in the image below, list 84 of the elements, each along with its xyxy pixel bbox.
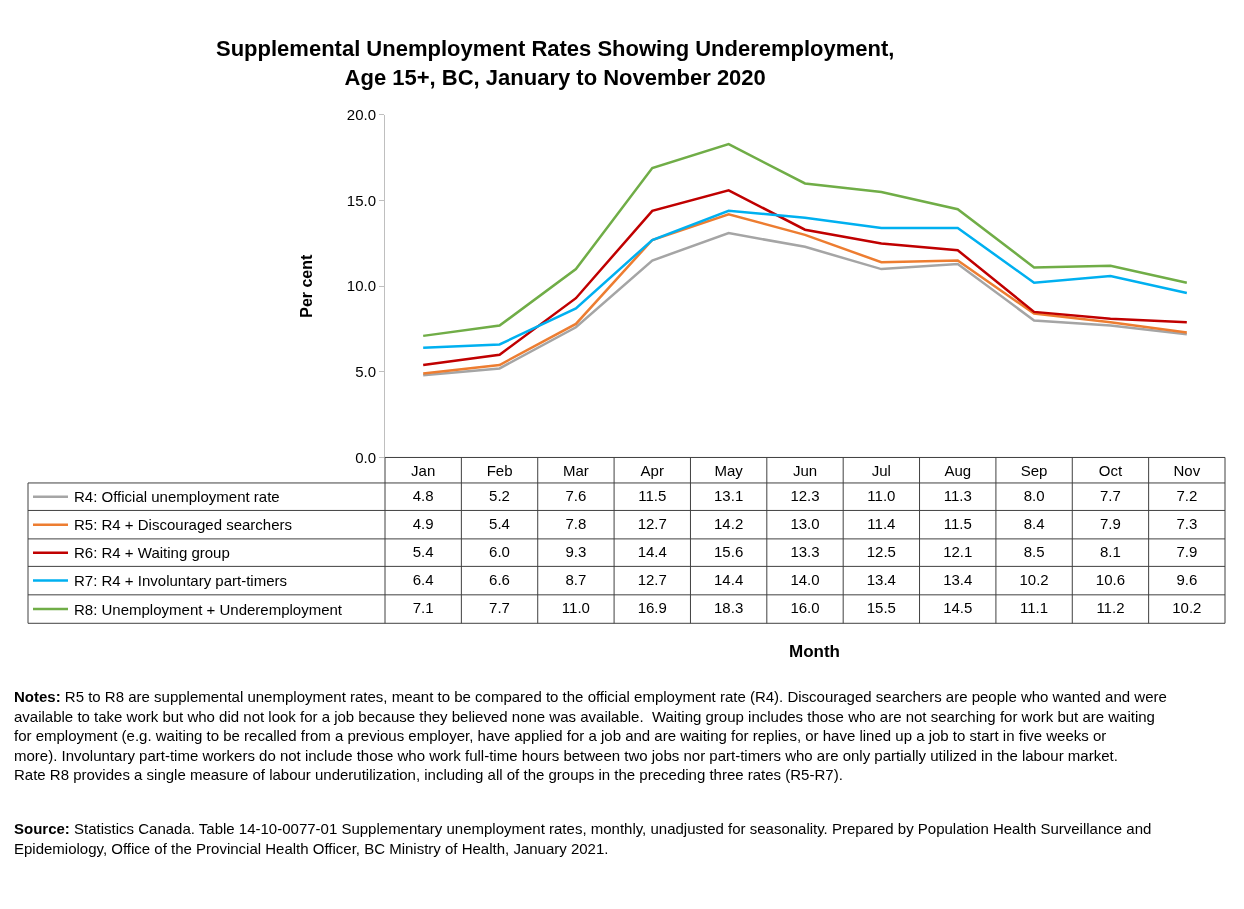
x-tick-label: Sep	[1020, 462, 1048, 480]
text: 5.2	[489, 486, 510, 504]
x-tick-label: Jul	[871, 462, 891, 480]
text: 12.3	[790, 486, 820, 504]
text: 9.3	[565, 542, 587, 560]
text: 13.4	[943, 570, 973, 588]
text: 12.5	[866, 542, 896, 560]
text: 7.9	[1176, 542, 1198, 560]
text: 9.6	[1176, 570, 1198, 588]
legend-label: R4: Official unemployment rate	[74, 488, 280, 505]
text: 8.0	[1023, 486, 1045, 504]
text: 15.5	[866, 599, 896, 617]
y-tick-label: 15.0	[346, 191, 376, 209]
legend-label: R8: Unemployment + Underemployment	[74, 601, 343, 618]
text: 6.6	[489, 570, 510, 588]
line-series	[421, 142, 1189, 338]
text: 12.7	[637, 514, 667, 532]
y-tick-label: 20.0	[346, 106, 376, 124]
text: 10.2	[1019, 570, 1049, 588]
text: 11.5	[943, 514, 972, 532]
x-tick-label: Oct	[1098, 462, 1123, 480]
text: 12.7	[637, 570, 667, 588]
source-note: Source: Statistics Canada. Table 14-10-0077-01 Supplementary unemployment rates, monthly, unadjusted for seasonality. Prepared by Population Health Surveillance and Epidemiology, Office of the Provincial Health Officer, BC Ministry of Health, January 2021.	[14, 820, 1152, 857]
line-series	[421, 209, 1189, 350]
text: 16.9	[637, 599, 667, 617]
text: 7.6	[565, 486, 587, 504]
text: 6.4	[412, 570, 434, 588]
x-tick-label: Mar	[562, 462, 589, 480]
y-tick-label: 10.0	[346, 277, 376, 295]
text: 7.7	[489, 599, 510, 617]
text: 4.9	[412, 514, 434, 532]
text: 15.6	[714, 542, 744, 560]
legend-label: R7: R4 + Involuntary part-timers	[74, 572, 287, 589]
text: 7.1	[412, 599, 434, 617]
legend-label: R5: R4 + Discouraged searchers	[74, 516, 293, 533]
text: 14.4	[637, 542, 667, 560]
text: Notes: R5 to R8 are supplemental unemployment rates, meant to be compared to the official employment rate (R4). Discouraged searchers are people who wanted and were available to take work but who did not look for a job because they believed none was available. Waiting group includes those who are not searching for work but are waiting for employment (e.g. waiting to be recalled from a previous employer, have applied for a job and are waiting for replies, or have lined up a job to start in five weeks or more). Involuntary part-time workers do not include those who work full-time hours between two jobs nor part-timers who are only partially utilized in the labour market. Rate R8 provides a single measure of labour underutilization, including all of the groups in the preceding three rates (R5-R7).	[14, 688, 1167, 783]
text: 18.3	[714, 599, 744, 617]
text: 8.4	[1023, 514, 1045, 532]
line-series	[421, 189, 1189, 367]
y-axis-title: Per cent	[297, 253, 315, 318]
x-tick-label: Feb	[486, 462, 513, 480]
text: 13.4	[866, 570, 896, 588]
text: 4.8	[412, 486, 434, 504]
text: Month	[789, 642, 840, 661]
x-tick-label: Apr	[640, 462, 664, 480]
y-tick-label: 5.0	[355, 363, 376, 381]
x-tick-label: Aug	[944, 462, 972, 480]
text: 13.1	[714, 486, 744, 504]
text: 11.3	[943, 486, 972, 504]
chart-title: Supplemental Unemployment Rates Showing Underemployment, Age 15+, BC, January to November 2020	[216, 36, 895, 90]
text: 14.2	[714, 514, 744, 532]
text: 7.7	[1100, 486, 1121, 504]
text: 7.3	[1176, 514, 1198, 532]
text: 5.4	[412, 542, 434, 560]
text: 8.1	[1100, 542, 1121, 560]
text: 14.4	[714, 570, 744, 588]
text: 10.2	[1172, 599, 1202, 617]
text: 10.6	[1095, 570, 1126, 588]
x-tick-label: May	[714, 462, 744, 480]
text: 13.3	[790, 542, 820, 560]
text: 5.4	[489, 514, 510, 532]
text: 11.0	[867, 486, 896, 504]
text: 6.0	[489, 542, 510, 560]
text: 11.1	[1020, 599, 1049, 617]
x-tick-label: Jan	[411, 462, 436, 480]
text: 14.5	[943, 599, 973, 617]
x-tick-label: Nov	[1173, 462, 1201, 480]
text: 8.7	[565, 570, 587, 588]
text: 8.5	[1023, 542, 1045, 560]
x-tick-label: Jun	[792, 462, 818, 480]
text: 11.4	[867, 514, 896, 532]
text: 11.5	[638, 486, 667, 504]
legend-label: R6: R4 + Waiting group	[74, 544, 230, 561]
text: 12.1	[943, 542, 973, 560]
text: 16.0	[790, 599, 820, 617]
y-tick-label: 0.0	[355, 448, 376, 466]
text: 7.8	[565, 514, 587, 532]
text: 11.0	[561, 599, 590, 617]
text: 14.0	[790, 570, 820, 588]
text: 13.0	[790, 514, 820, 532]
text: 11.2	[1096, 599, 1125, 617]
text: 7.2	[1176, 486, 1198, 504]
text: 7.9	[1100, 514, 1121, 532]
